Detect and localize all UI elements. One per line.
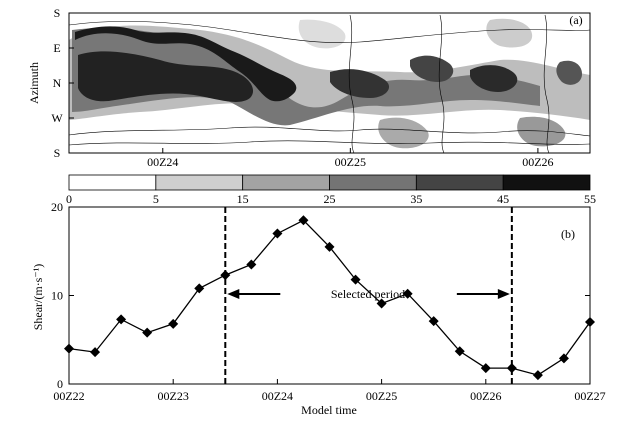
contour-band [72,28,540,126]
contour-band [378,117,429,149]
data-point-marker [220,270,231,281]
panel-a-x-ticks: 00Z24 00Z25 00Z26 [147,148,554,169]
x-tick-label: 00Z23 [158,389,189,403]
colorbar-segment [68,174,157,191]
data-point-marker [480,363,491,374]
azimuth-tick-label: E [53,41,60,55]
contour-band [517,116,566,147]
x-tick-label: 00Z24 [262,389,293,403]
x-tick-label: 00Z22 [53,389,84,403]
data-point-marker [428,316,439,327]
colorbar-segment [242,174,330,191]
colorbar-tick-label: 55 [584,192,596,206]
contour-band [78,51,254,102]
y-axis-ticks: 0 10 20 [51,200,590,391]
azimuth-tick-label: N [53,76,62,90]
contour-band [410,55,454,82]
data-point-marker [454,346,465,357]
panel-a-y-ticks: S E N W S [51,6,74,160]
panel-a-label: (a) [569,13,582,27]
contour-band [75,26,297,102]
colorbar-tick-label: 25 [324,192,336,206]
data-point-marker [376,298,387,309]
colorbar-segment [502,174,591,191]
period-arrow-right-head [497,289,510,299]
selected-period: Selected period [224,207,513,384]
time-tick-label: 00Z26 [522,155,553,169]
data-point-marker [532,370,543,381]
colorbar-tick-label: 35 [410,192,422,206]
x-tick-label: 00Z27 [574,389,605,403]
data-point-marker [246,259,257,270]
data-point-marker [194,283,205,294]
panel-b-label: (b) [561,227,575,241]
contour-band [486,18,533,48]
period-arrow-left-head [227,289,240,299]
x-axis-label: Model time [301,403,357,417]
data-point-marker [585,317,595,328]
data-point-marker [116,314,127,325]
data-point-marker [506,363,517,374]
data-point-marker [272,228,283,239]
x-tick-label: 00Z25 [366,389,397,403]
panel-b: 0 10 20 00Z22 00Z23 00Z24 00Z25 00Z26 00Z27 Sel… [31,200,606,417]
y-tick-label: 10 [51,289,63,303]
data-point-marker [64,343,74,354]
contour-band [470,65,518,92]
data-point-marker [558,353,569,364]
time-tick-label: 00Z25 [335,155,366,169]
colorbar-tick-label: 45 [497,192,509,206]
colorbar: 0 5 15 25 35 45 55 [66,174,596,206]
y-axis-label: Shear/(m·s⁻¹) [31,264,45,331]
selected-period-label: Selected period [331,287,405,301]
y-tick-label: 0 [57,377,63,391]
data-point-marker [324,241,335,252]
azimuth-tick-label: S [54,6,61,20]
colorbar-tick-label: 0 [66,192,72,206]
colorbar-segment [415,174,504,191]
panel-a: (a) Azimuth S E N W S 00Z24 00Z25 00Z26 [27,6,591,169]
colorbar-segment [329,174,417,191]
panel-a-ylabel: Azimuth [27,62,41,104]
data-point-marker [402,288,413,299]
colorbar-segment [155,174,244,191]
colorbar-tick-label: 5 [153,192,159,206]
data-point-marker [168,318,179,329]
contour-field [69,14,590,153]
colorbar-tick-label: 15 [237,192,249,206]
contour-band [556,60,582,85]
x-tick-label: 00Z26 [470,389,501,403]
data-point-marker [350,274,361,285]
contour-lines [69,14,590,153]
azimuth-tick-label: W [51,111,63,125]
x-axis-ticks: 00Z22 00Z23 00Z24 00Z25 00Z26 00Z27 [53,379,606,403]
contour-band [330,69,390,98]
time-tick-label: 00Z24 [147,155,178,169]
data-point-marker [298,215,309,226]
y-tick-label: 20 [51,200,63,214]
panel-b-frame [68,206,591,385]
shear-series-markers [64,215,595,381]
data-point-marker [142,327,153,338]
azimuth-tick-label: S [54,146,61,160]
data-point-marker [90,347,101,358]
